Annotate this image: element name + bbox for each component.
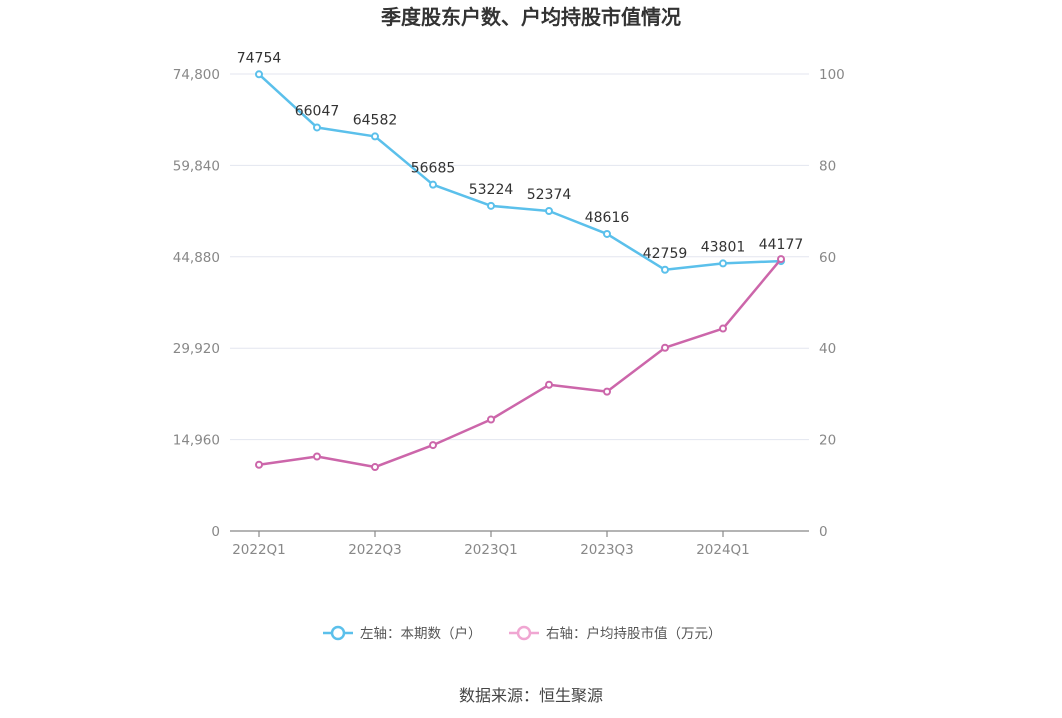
right-tick-label: 0 (819, 524, 828, 540)
data-point (429, 180, 437, 189)
right-tick-label: 80 (819, 158, 836, 174)
data-point (429, 441, 437, 450)
legend-label-left: 左轴：本期数（户） (360, 625, 482, 642)
data-point (487, 201, 495, 210)
data-point (255, 70, 263, 79)
legend-marker-right (516, 625, 532, 641)
series-avg-holding-value (255, 255, 785, 472)
data-point (603, 229, 611, 238)
data-label: 52374 (527, 187, 572, 203)
data-point (777, 255, 785, 264)
x-tick-label: 2022Q1 (232, 542, 286, 558)
legend-marker-left (330, 625, 346, 641)
data-point (719, 324, 727, 333)
data-point (661, 265, 669, 274)
data-label: 64582 (353, 112, 398, 128)
data-label: 66047 (295, 103, 340, 119)
x-tick-label: 2023Q3 (580, 542, 634, 558)
data-label: 42759 (643, 246, 688, 262)
data-label: 44177 (759, 237, 804, 253)
legend-item-left[interactable]: 左轴：本期数（户） (323, 625, 482, 642)
x-tick-label: 2023Q1 (464, 542, 518, 558)
data-point (313, 123, 321, 132)
data-label: 74754 (237, 50, 282, 66)
data-label: 48616 (585, 210, 630, 226)
data-point (603, 387, 611, 396)
data-point (487, 415, 495, 424)
left-tick-label: 44,880 (173, 250, 220, 266)
right-tick-label: 20 (819, 433, 836, 449)
right-tick-label: 60 (819, 250, 836, 266)
x-axis: 2022Q1 2022Q3 2023Q1 2023Q3 2024Q1 (230, 530, 809, 558)
legend[interactable]: 左轴：本期数（户） 右轴：户均持股市值（万元） (323, 625, 722, 642)
x-tick-label: 2022Q3 (348, 542, 402, 558)
chart-title: 季度股东户数、户均持股市值情况 (380, 5, 681, 29)
data-point (313, 452, 321, 461)
left-tick-label: 59,840 (173, 158, 220, 174)
data-label: 56685 (411, 161, 456, 177)
right-axis-ticks: 0 20 40 60 80 100 (819, 67, 845, 540)
legend-item-right[interactable]: 右轴：户均持股市值（万元） (509, 625, 722, 642)
left-tick-label: 14,960 (173, 433, 220, 449)
data-point (545, 380, 553, 389)
data-point (661, 343, 669, 352)
right-tick-label: 100 (819, 67, 845, 83)
left-tick-label: 29,920 (173, 341, 220, 357)
data-point (719, 259, 727, 268)
series-line (258, 73, 782, 272)
data-label: 43801 (701, 239, 746, 255)
series-shareholders: 74754 66047 64582 56685 53224 52374 48616 42759… (237, 50, 804, 274)
grid-lines (230, 73, 809, 441)
data-point (371, 463, 379, 472)
data-point (255, 460, 263, 469)
left-axis-ticks: 0 14,960 29,920 44,880 59,840 74,800 (173, 67, 220, 540)
data-source: 数据来源：恒生聚源 (459, 686, 603, 705)
right-tick-label: 40 (819, 341, 836, 357)
left-tick-label: 0 (211, 524, 220, 540)
left-tick-label: 74,800 (173, 67, 220, 83)
data-label: 53224 (469, 182, 514, 198)
series-line (258, 258, 782, 469)
x-tick-label: 2024Q1 (696, 542, 750, 558)
legend-label-right: 右轴：户均持股市值（万元） (546, 625, 722, 642)
data-point (371, 132, 379, 141)
data-point (545, 207, 553, 216)
